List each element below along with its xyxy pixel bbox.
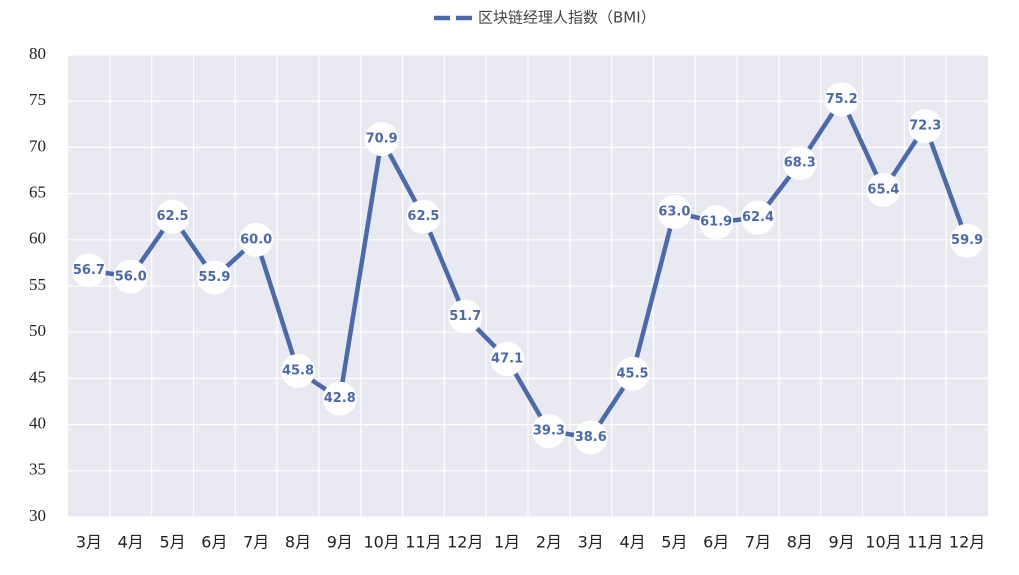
data-label: 45.8	[282, 364, 314, 379]
x-tick-label: 1月	[494, 533, 520, 552]
y-tick-label: 40	[29, 414, 46, 433]
data-label: 62.5	[157, 209, 189, 224]
x-tick-label: 3月	[578, 533, 604, 552]
marker	[113, 259, 148, 294]
marker	[866, 172, 901, 207]
marker	[573, 420, 608, 455]
x-tick-label: 2月	[536, 533, 562, 552]
data-label: 39.3	[533, 424, 565, 439]
data-label: 38.6	[575, 430, 607, 445]
data-label: 47.1	[491, 351, 523, 366]
x-tick-label: 5月	[159, 533, 185, 552]
marker	[741, 200, 775, 235]
marker	[364, 122, 399, 157]
marker	[406, 199, 441, 234]
y-tick-label: 80	[29, 44, 46, 63]
marker	[322, 381, 357, 416]
y-tick-label: 50	[29, 321, 46, 340]
data-label: 55.9	[198, 270, 230, 285]
marker	[239, 222, 274, 257]
marker	[531, 414, 566, 449]
marker	[782, 146, 817, 181]
y-tick-label: 75	[29, 90, 46, 109]
legend-label: 区块链经理人指数（BMI）	[478, 9, 656, 27]
marker	[699, 205, 734, 240]
marker	[824, 82, 859, 117]
y-tick-label: 65	[29, 183, 46, 202]
x-tick-label: 8月	[285, 533, 311, 552]
marker	[908, 109, 943, 144]
y-tick-label: 45	[29, 367, 46, 386]
data-label: 45.5	[617, 366, 649, 381]
x-tick-label: 6月	[703, 533, 729, 552]
data-label: 75.2	[826, 92, 858, 107]
x-tick-label: 5月	[661, 533, 687, 552]
data-label: 51.7	[449, 309, 481, 324]
y-tick-label: 55	[29, 275, 46, 294]
x-tick-label: 12月	[949, 533, 985, 552]
marker	[197, 260, 232, 295]
x-tick-label: 4月	[619, 533, 645, 552]
data-label: 63.0	[658, 205, 690, 220]
marker	[448, 299, 483, 334]
data-label: 56.0	[115, 269, 147, 284]
marker	[615, 356, 650, 391]
data-label: 65.4	[867, 182, 899, 197]
y-tick-label: 60	[29, 229, 46, 248]
marker	[950, 223, 985, 258]
data-label: 62.4	[742, 210, 774, 225]
series-line	[88, 97, 970, 440]
x-tick-label: 9月	[829, 533, 855, 552]
marker	[490, 341, 525, 376]
data-label: 42.8	[324, 391, 356, 406]
x-tick-label: 4月	[118, 533, 144, 552]
x-tick-label: 3月	[76, 533, 102, 552]
x-tick-label: 6月	[201, 533, 227, 552]
marker	[281, 354, 315, 389]
x-tick-label: 10月	[865, 533, 901, 552]
data-label: 60.0	[240, 232, 272, 247]
x-tick-label: 7月	[243, 533, 269, 552]
x-tick-label: 11月	[907, 533, 943, 552]
data-label: 59.9	[951, 233, 983, 248]
x-tick-label: 12月	[447, 533, 483, 552]
data-label: 62.5	[407, 209, 439, 224]
data-label: 68.3	[784, 156, 816, 171]
y-tick-label: 70	[29, 136, 46, 155]
data-label: 61.9	[700, 215, 732, 230]
y-tick-label: 30	[29, 506, 46, 525]
marker	[657, 195, 692, 230]
marker	[155, 199, 190, 234]
data-label: 70.9	[366, 132, 398, 147]
x-tick-label: 7月	[745, 533, 771, 552]
marker	[71, 253, 106, 288]
data-label: 72.3	[909, 119, 941, 134]
x-tick-label: 10月	[363, 533, 399, 552]
x-tick-label: 8月	[787, 533, 813, 552]
x-tick-label: 9月	[327, 533, 353, 552]
data-label: 56.7	[73, 263, 105, 278]
y-tick-label: 35	[29, 460, 46, 479]
x-tick-label: 11月	[405, 533, 441, 552]
